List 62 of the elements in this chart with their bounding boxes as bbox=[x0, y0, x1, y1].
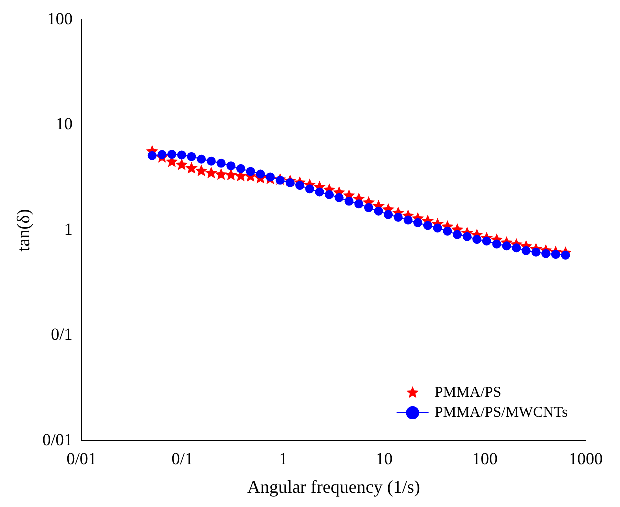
y-tick-label: 10 bbox=[56, 114, 73, 134]
point bbox=[394, 212, 403, 222]
point bbox=[344, 196, 354, 206]
y-tick-label: 0/1 bbox=[51, 325, 73, 344]
point bbox=[443, 226, 452, 236]
y-axis-title: tan(δ) bbox=[14, 209, 34, 252]
x-tick-label: 100 bbox=[472, 450, 498, 469]
point bbox=[256, 170, 266, 179]
point bbox=[512, 244, 522, 253]
x-axis-title: Angular frequency (1/s) bbox=[247, 476, 420, 497]
point bbox=[177, 150, 186, 160]
point bbox=[276, 176, 285, 185]
point bbox=[236, 164, 246, 174]
point bbox=[215, 168, 228, 180]
x-tick-label: 0/1 bbox=[172, 450, 194, 469]
point bbox=[158, 150, 167, 160]
point bbox=[315, 188, 324, 197]
point bbox=[354, 200, 364, 209]
point bbox=[216, 158, 226, 168]
point bbox=[246, 167, 256, 176]
point bbox=[472, 235, 482, 244]
point bbox=[502, 242, 512, 251]
point bbox=[433, 224, 442, 233]
point bbox=[551, 250, 560, 260]
x-tick-label: 1000 bbox=[569, 450, 603, 469]
point bbox=[462, 232, 472, 242]
point bbox=[148, 151, 157, 160]
point bbox=[561, 250, 570, 260]
point bbox=[187, 152, 196, 162]
point bbox=[522, 246, 531, 256]
point bbox=[542, 249, 551, 258]
point bbox=[168, 150, 177, 160]
point bbox=[453, 230, 462, 240]
point bbox=[206, 156, 216, 166]
point bbox=[374, 206, 384, 216]
point bbox=[482, 236, 492, 246]
point bbox=[205, 166, 218, 179]
point bbox=[305, 184, 314, 194]
point bbox=[404, 216, 413, 225]
point bbox=[186, 162, 198, 174]
point bbox=[296, 181, 305, 190]
point bbox=[414, 218, 423, 228]
legend-label: PMMA/PS bbox=[434, 384, 502, 401]
point bbox=[286, 178, 295, 188]
point bbox=[423, 221, 432, 230]
point bbox=[197, 154, 206, 164]
point bbox=[226, 162, 236, 171]
point bbox=[325, 190, 334, 200]
point bbox=[492, 240, 502, 249]
x-tick-label: 10 bbox=[376, 450, 393, 469]
point bbox=[266, 172, 275, 182]
point bbox=[334, 193, 344, 202]
point bbox=[384, 210, 394, 220]
x-tick-label: 1 bbox=[279, 450, 288, 469]
legend-label: PMMA/PS/MWCNTs bbox=[434, 404, 568, 421]
y-tick-label: 100 bbox=[47, 9, 73, 28]
point bbox=[176, 158, 188, 170]
y-tick-label: 1 bbox=[64, 220, 73, 239]
y-tick-label: 0/01 bbox=[42, 430, 73, 450]
point bbox=[195, 164, 208, 176]
point bbox=[364, 203, 374, 212]
point bbox=[532, 248, 541, 257]
